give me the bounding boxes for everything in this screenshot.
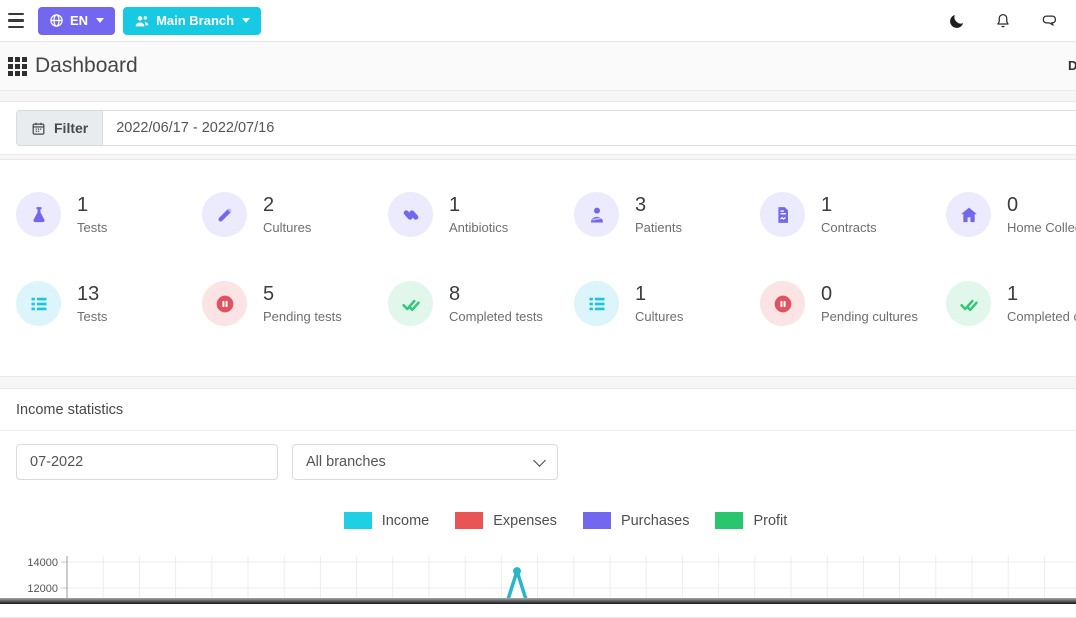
users-icon [135,15,149,26]
stat-label: Pending tests [263,308,342,324]
chat-icon[interactable] [1040,12,1058,30]
check-double-icon [946,281,991,326]
stat-value: 1 [821,193,833,216]
month-input[interactable] [16,444,278,480]
topbar-actions [948,12,1058,30]
stat-label: Tests [77,308,108,324]
list-icon [16,281,61,326]
stat-label: Home Collection [1007,219,1076,235]
svg-text:12000: 12000 [27,583,58,595]
stat-label: Completed tests [449,308,543,324]
stat-label: Cultures [635,308,684,324]
expenses-swatch [455,512,484,529]
stat-cultures: 2 Cultures [202,192,388,237]
calendar-icon [32,122,45,135]
svg-text:14000: 14000 [27,557,58,569]
page-header: Dashboard Dashboard [0,42,1076,91]
chevron-down-icon [533,453,546,467]
topbar: EN Main Branch [0,0,1076,42]
pause-circle-icon [202,281,247,326]
stat-label: Pending cultures [821,308,918,324]
stat-value: 0 [821,282,833,305]
branch-dropdown-button[interactable]: Main Branch [123,6,262,35]
filter-card: Filter [0,101,1076,155]
date-range-input[interactable] [102,110,1076,146]
capsules-icon [388,192,433,237]
hamburger-icon[interactable] [8,12,30,29]
check-double-icon [388,281,433,326]
stat-patients: 3 Patients [574,192,760,237]
stat-value: 5 [263,282,275,305]
stat-value: 8 [449,282,461,305]
bottom-cropped-strip [0,598,1076,604]
income-statistics-title: Income statistics [0,389,1076,431]
stat-label: Contracts [821,219,877,235]
flask-icon [16,192,61,237]
stat-value: 0 [1007,193,1019,216]
income-swatch [343,512,372,529]
globe-icon [50,14,63,27]
stat-label: Tests [77,219,108,235]
stat-pending-cultures: 0 Pending cultures [760,281,946,326]
chart-legend: Income Expenses Purchases Profit [16,512,1060,529]
legend-item-purchases[interactable]: Purchases [582,512,690,529]
stat-total-cultures: 1 Cultures [574,281,760,326]
stat-value: 1 [77,193,89,216]
legend-label: Expenses [493,512,557,529]
income-chart[interactable]: 14000 12000 [0,540,1076,613]
list-icon [574,281,619,326]
stat-value: 3 [635,193,647,216]
stat-tests: 1 Tests [16,192,202,237]
pause-circle-icon [760,281,805,326]
legend-label: Profit [753,512,788,529]
home-icon [946,192,991,237]
stats-card: 1 Tests 2 Cultures 1 Antibiotics 3 Patients [0,159,1076,377]
caret-down-icon [242,18,251,23]
purchases-swatch [582,512,611,529]
legend-label: Purchases [620,512,690,529]
grid-icon [8,56,27,76]
file-contract-icon [760,192,805,237]
language-dropdown-button[interactable]: EN [38,6,116,35]
legend-item-expenses[interactable]: Expenses [455,512,557,529]
stat-label: Cultures [263,219,312,235]
branches-select-value: All branches [306,454,386,470]
stat-value: 1 [449,193,461,216]
stat-value: 2 [263,193,275,216]
stat-total-tests: 13 Tests [16,281,202,326]
stat-value: 13 [77,282,100,305]
stats-grid: 1 Tests 2 Cultures 1 Antibiotics 3 Patients [16,192,1076,326]
stat-label: Completed cultures [1007,308,1076,324]
language-label: EN [70,13,89,28]
bell-icon[interactable] [994,12,1012,30]
stat-label: Antibiotics [449,219,509,235]
profit-swatch [715,512,744,529]
stat-antibiotics: 1 Antibiotics [388,192,574,237]
breadcrumb: Dashboard [1068,58,1076,73]
patient-icon [574,192,619,237]
stat-value: 1 [1007,282,1019,305]
stat-value: 1 [635,282,647,305]
income-statistics-card: Income statistics All branches Income Ex… [0,388,1076,618]
stat-contracts: 1 Contracts [760,192,946,237]
filter-label: Filter [54,120,89,136]
stat-label: Patients [635,219,682,235]
vial-icon [202,192,247,237]
stat-home-collection: 0 Home Collection [946,192,1076,237]
stat-completed-cultures: 1 Completed cultures [946,281,1076,326]
stat-completed-tests: 8 Completed tests [388,281,574,326]
legend-label: Income [381,512,430,529]
page-title: Dashboard [35,54,138,77]
legend-item-income[interactable]: Income [343,512,430,529]
branch-label: Main Branch [156,13,235,28]
branches-select[interactable]: All branches [292,444,558,480]
filter-button[interactable]: Filter [16,110,103,146]
caret-down-icon [96,18,105,23]
stat-pending-tests: 5 Pending tests [202,281,388,326]
moon-icon[interactable] [948,12,966,30]
legend-item-profit[interactable]: Profit [715,512,787,529]
